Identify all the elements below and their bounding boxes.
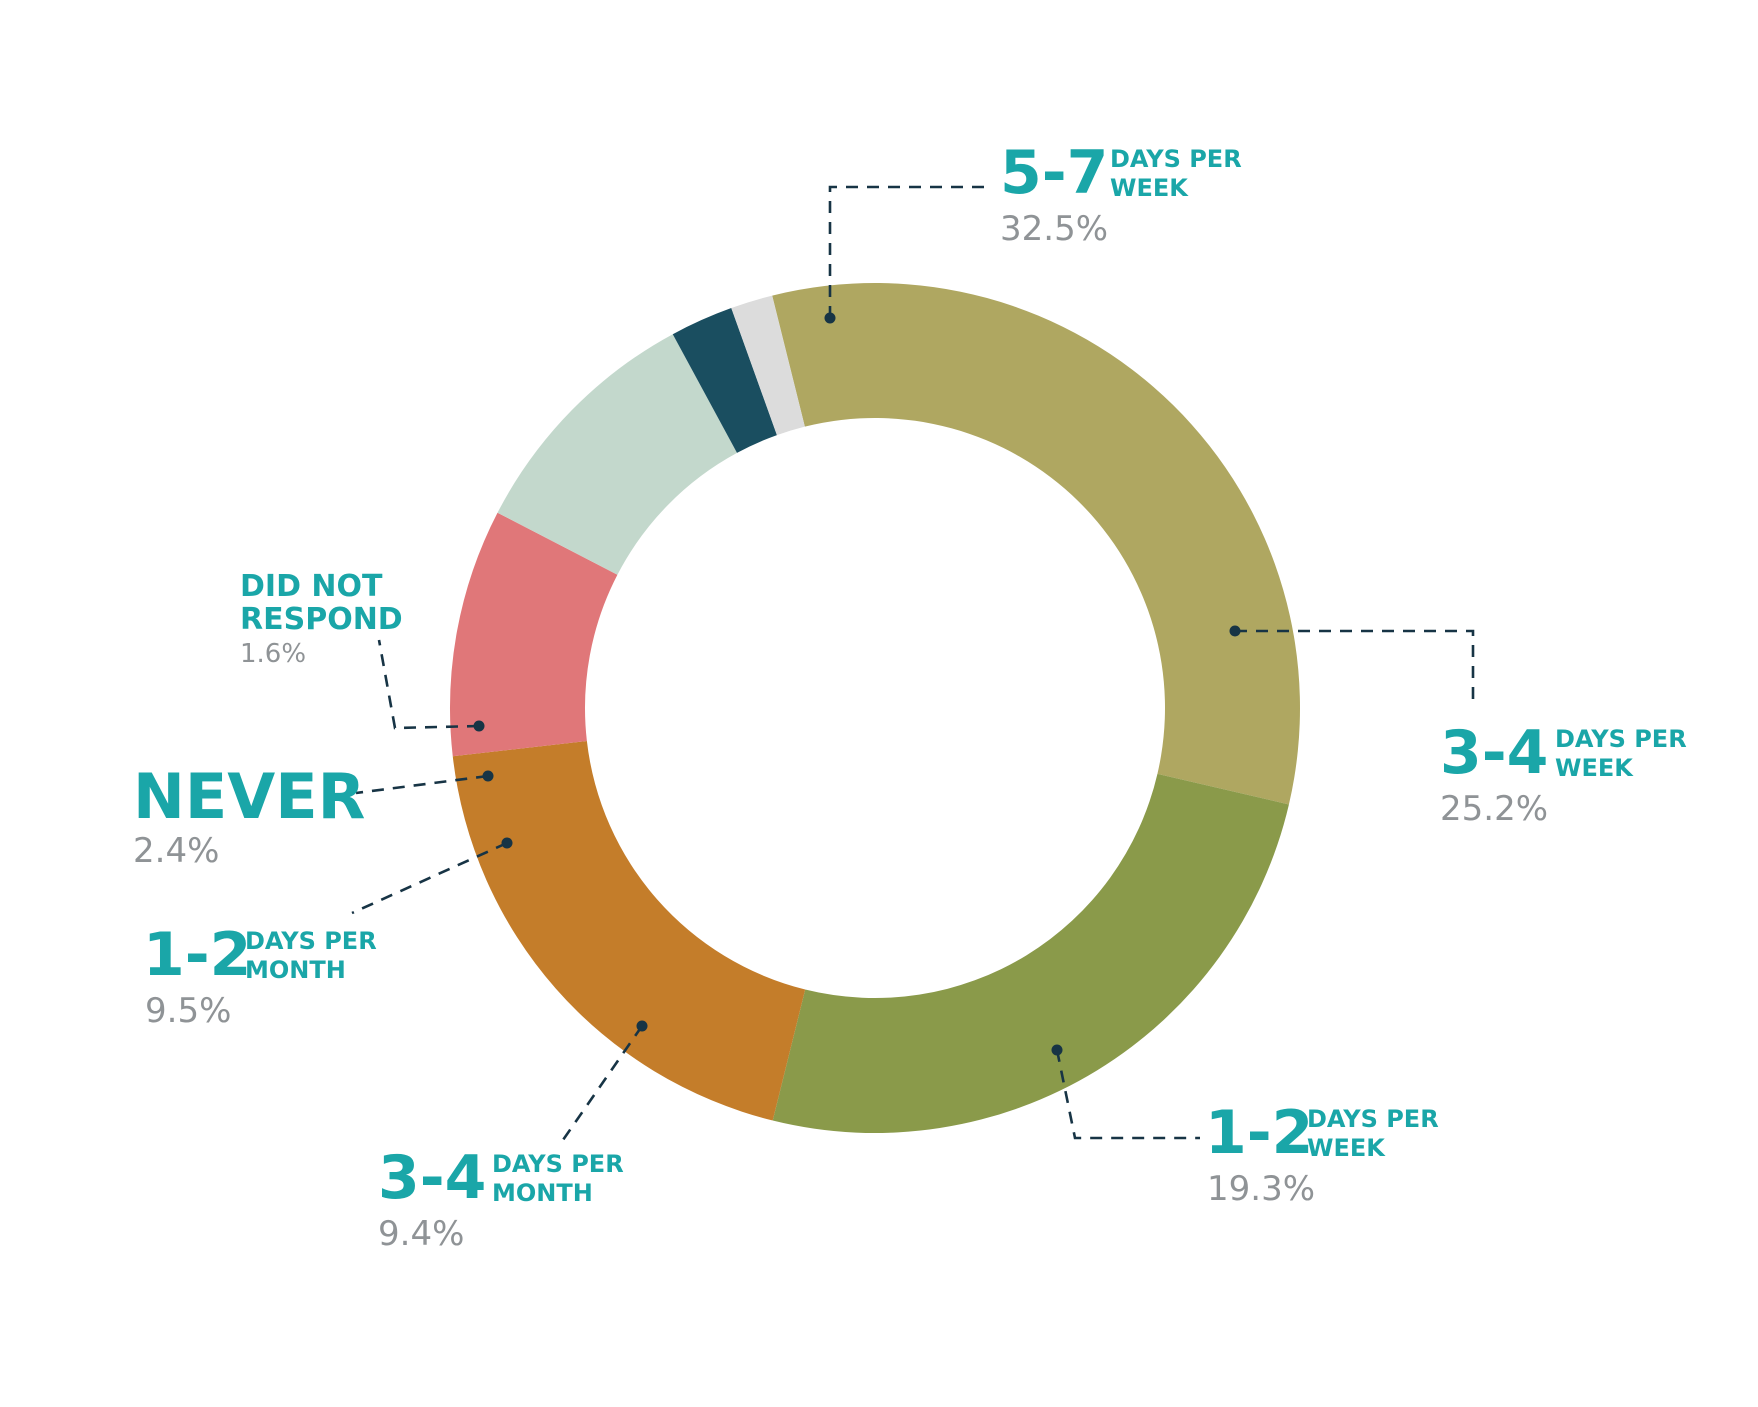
slice-percent: 9.5% [145,991,231,1031]
slice-label-unit: DAYS PER [1307,1105,1439,1133]
slice-label-main: 1-2 [143,920,251,990]
leader-dot [824,312,836,324]
slice-12w [452,740,806,1121]
slice-label-main: 1-2 [1205,1098,1313,1168]
leader-line [351,841,508,915]
slice-percent: 25.2% [1440,789,1548,829]
slice-label-main: 3-4 [378,1143,486,1213]
leader-line [1055,1049,1200,1140]
slice-label-unit: MONTH [245,956,346,984]
slice-label-unit: DAYS PER [492,1150,624,1178]
slice-percent: 32.5% [1000,209,1108,249]
slice-label-main: 3-4 [1440,718,1548,788]
slice-percent: 19.3% [1207,1169,1315,1209]
slice-dnr [731,295,805,436]
slice-34m [449,512,618,757]
leader-dot [1051,1044,1063,1056]
slice-label-unit: DAYS PER [1110,145,1242,173]
slice-never [672,308,777,453]
leader-line [355,774,489,795]
leader-line [1235,629,1475,700]
slice-label-unit: WEEK [1110,174,1189,202]
slice-percent: 9.4% [378,1214,464,1254]
leader-dot [501,837,513,849]
slice-label-main: NEVER [133,760,365,833]
slice-label-unit: DAYS PER [245,927,377,955]
leader-dot [1229,625,1241,637]
slice-label-unit: DID NOT [240,569,383,604]
leader-line [561,1025,644,1141]
leader-dot [636,1020,648,1032]
slice-label-unit: RESPOND [240,602,403,637]
slice-label-unit: WEEK [1555,754,1634,782]
slice-12m [497,334,738,575]
leader-dot [473,720,485,732]
leader-line [377,639,480,730]
slice-percent: 1.6% [240,639,306,669]
slice-label-main: 5-7 [1000,138,1108,208]
slice-label-unit: WEEK [1307,1134,1386,1162]
slice-34w [772,773,1289,1133]
leader-dot [482,770,494,782]
leader-line [828,185,993,318]
slice-57w [772,283,1300,805]
slice-label-unit: MONTH [492,1179,593,1207]
slice-label-unit: DAYS PER [1555,725,1687,753]
slice-percent: 2.4% [133,831,219,871]
